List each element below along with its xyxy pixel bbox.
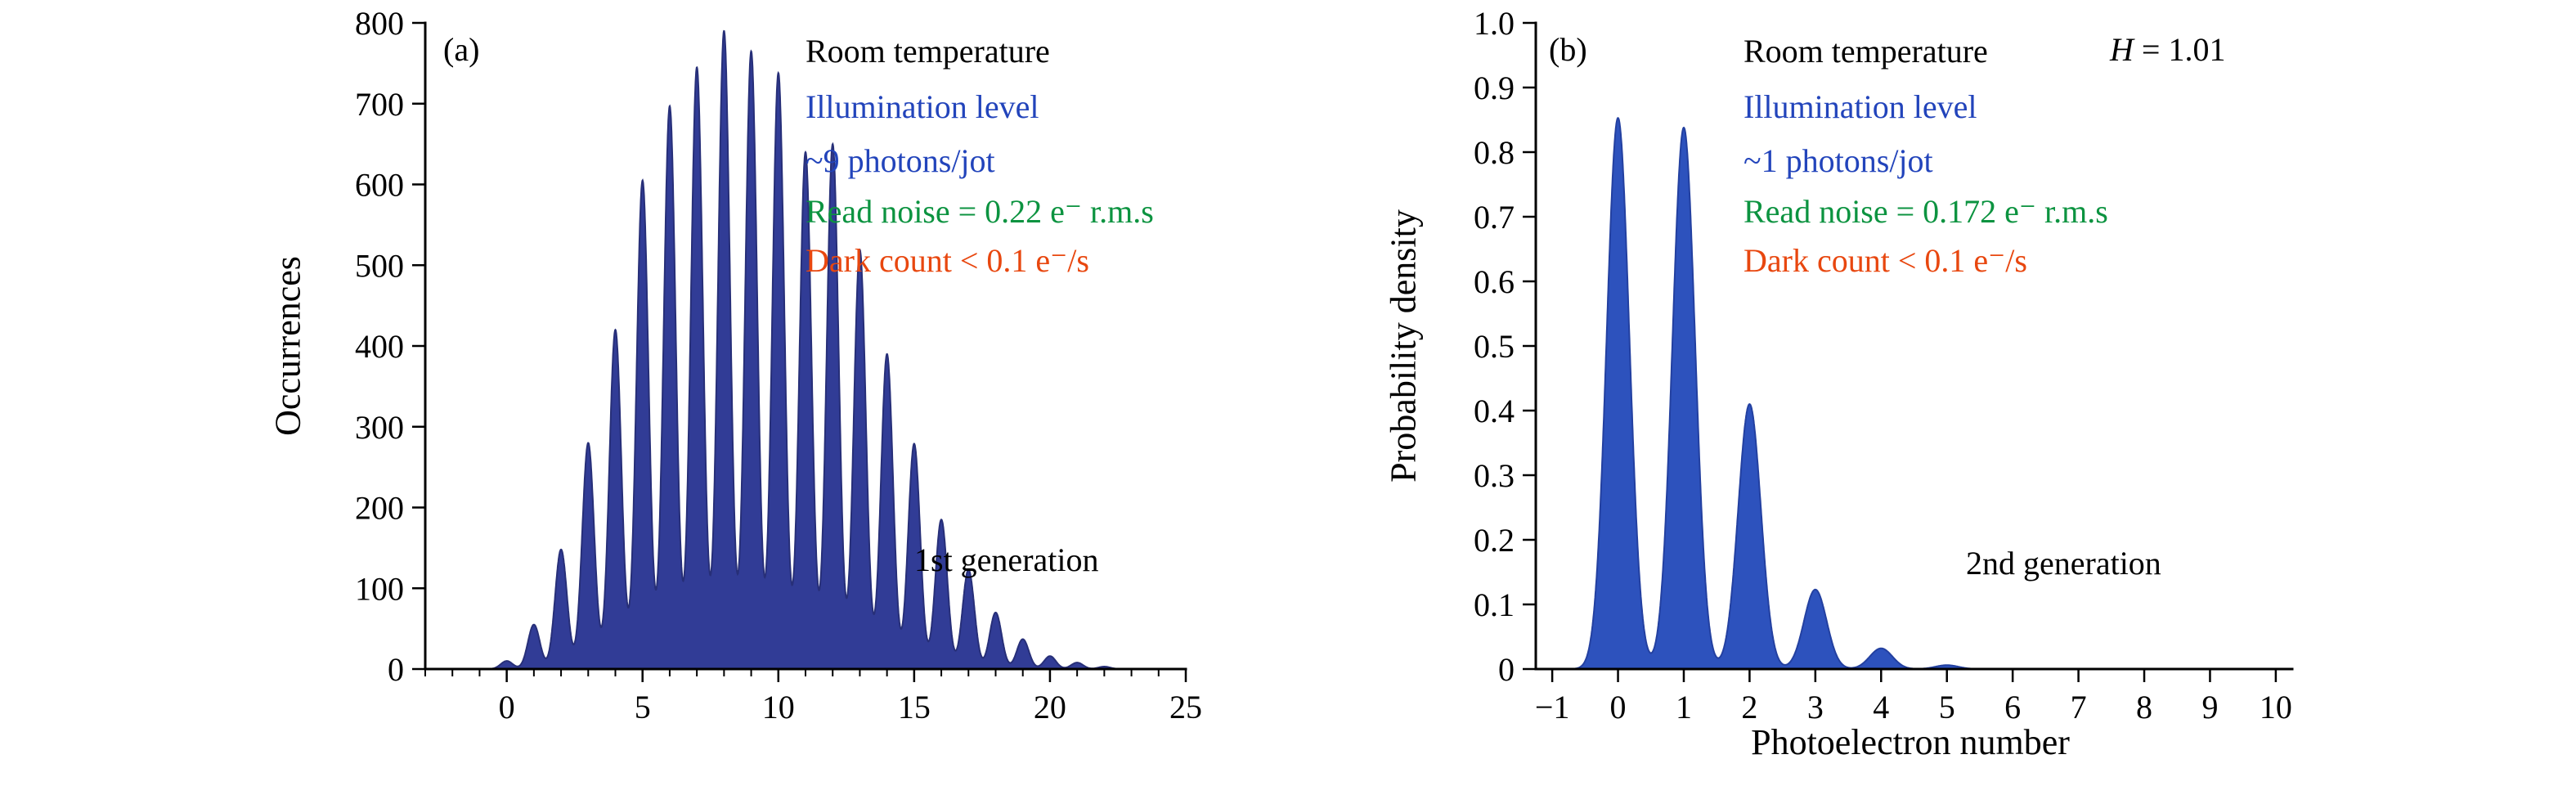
annotation-illumination-level-a: Illumination level (806, 88, 1039, 125)
annotation-generation-a: 1st generation (914, 541, 1099, 578)
y-tick-label: 500 (355, 247, 404, 284)
y-tick-label: 0.8 (1474, 134, 1515, 171)
x-tick-label: 10 (762, 689, 795, 725)
y-tick-label: 0.7 (1474, 199, 1515, 236)
h-symbol: H (2110, 31, 2134, 68)
y-tick-label: 0.6 (1474, 263, 1515, 300)
x-tick-label: 3 (1807, 689, 1824, 725)
y-tick-label: 0.3 (1474, 457, 1515, 494)
h-rest: = 1.01 (2133, 31, 2226, 68)
y-tick-label: 0 (1498, 651, 1515, 688)
y-tick-label: 0.5 (1474, 328, 1515, 365)
y-tick-label: 0.9 (1474, 70, 1515, 106)
y-tick-label: 200 (355, 490, 404, 527)
x-tick-label: 1 (1676, 689, 1692, 725)
annotation-read-noise-b: Read noise = 0.172 e⁻ r.m.s (1744, 193, 2108, 230)
x-tick-label: 4 (1873, 689, 1889, 725)
panel-tag-a: (a) (443, 31, 480, 68)
y-tick-label: 0.2 (1474, 522, 1515, 559)
annotation-illumination-level-b: Illumination level (1744, 88, 1977, 125)
y-tick-label: 100 (355, 570, 404, 607)
annotation-room-temperature-a: Room temperature (806, 33, 1050, 70)
x-tick-label: 5 (1939, 689, 1955, 725)
annotation-h-value: H = 1.01 (2110, 31, 2225, 69)
x-tick-label: 20 (1034, 689, 1066, 725)
annotation-photons-per-jot-b: ~1 photons/jot (1744, 142, 1933, 179)
y-tick-label: 400 (355, 328, 404, 365)
x-tick-label: 0 (499, 689, 515, 725)
histogram-area-a (425, 31, 1186, 669)
x-tick-label: 10 (2260, 689, 2292, 725)
annotation-room-temperature-b: Room temperature (1744, 33, 1988, 70)
x-tick-label: 0 (1610, 689, 1627, 725)
panel-tag-b: (b) (1549, 31, 1587, 68)
annotation-dark-count-b: Dark count < 0.1 e⁻/s (1744, 242, 2027, 279)
x-axis-label-b: Photoelectron number (1751, 722, 2070, 762)
x-tick-label: 15 (898, 689, 931, 725)
annotation-generation-b: 2nd generation (1966, 545, 2161, 582)
y-tick-label: 0 (388, 651, 404, 688)
annotation-read-noise-a: Read noise = 0.22 e⁻ r.m.s (806, 193, 1154, 230)
annotation-dark-count-a: Dark count < 0.1 e⁻/s (806, 242, 1089, 279)
y-axis-label-a: Occurrences (267, 256, 308, 436)
x-tick-label: −1 (1535, 689, 1570, 725)
histogram-area-b (1536, 118, 2292, 669)
y-tick-label: 800 (355, 5, 404, 42)
x-tick-label: 2 (1741, 689, 1757, 725)
histogram-outline-a (425, 29, 1186, 670)
x-tick-label: 8 (2136, 689, 2152, 725)
y-tick-label: 0.4 (1474, 393, 1515, 429)
x-tick-label: 9 (2201, 689, 2218, 725)
y-axis-label-b: Probability density (1383, 209, 1424, 483)
y-tick-label: 1.0 (1474, 5, 1515, 42)
x-tick-label: 25 (1169, 689, 1202, 725)
x-tick-label: 7 (2071, 689, 2087, 725)
y-tick-label: 600 (355, 167, 404, 204)
x-tick-label: 5 (635, 689, 651, 725)
y-tick-label: 0.1 (1474, 586, 1515, 623)
y-tick-label: 700 (355, 86, 404, 123)
x-tick-label: 6 (2004, 689, 2021, 725)
annotation-photons-per-jot-a: ~9 photons/jot (806, 142, 995, 179)
y-tick-label: 300 (355, 409, 404, 446)
